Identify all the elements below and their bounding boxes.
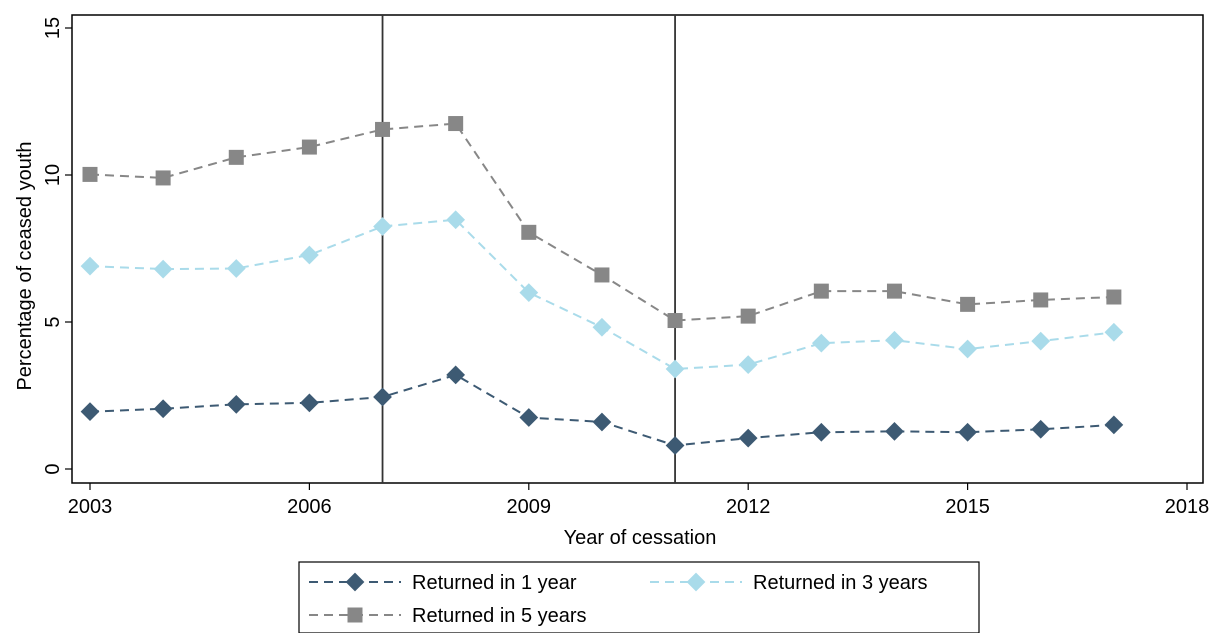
data-point: [885, 330, 904, 350]
x-tick-label: 2003: [68, 496, 113, 518]
data-point: [1104, 322, 1124, 342]
data-point: [300, 245, 319, 265]
data-point: [446, 210, 466, 230]
data-point: [811, 422, 831, 442]
legend-item: Returned in 5 years: [309, 605, 587, 627]
legend-box: [298, 561, 980, 633]
data-point: [226, 394, 246, 414]
legend-item: Returned in 3 years: [650, 572, 928, 594]
y-axis-title: Percentage of ceased youth: [14, 141, 36, 390]
data-point: [665, 436, 685, 455]
plot-frame: [71, 14, 1204, 484]
data-point: [521, 224, 537, 240]
series-2: [80, 210, 1124, 379]
series-1: [80, 365, 1124, 455]
data-point: [740, 308, 756, 324]
data-point: [1106, 289, 1122, 305]
y-axis: 0 5 10 15: [42, 17, 72, 475]
data-point: [300, 393, 319, 413]
legend: Returned in 1 year Returned in 3 years Ret…: [298, 561, 980, 633]
legend-marker: [686, 572, 706, 592]
data-point: [738, 428, 758, 448]
legend-marker: [347, 607, 363, 623]
data-point: [738, 355, 758, 375]
plot-area: [71, 14, 1204, 484]
y-tick-label: 15: [42, 17, 64, 39]
series-layer: [80, 116, 1124, 455]
series-3: [82, 116, 1122, 329]
x-tick-label: 2012: [726, 496, 771, 518]
data-point: [885, 421, 904, 441]
legend-label: Returned in 1 year: [412, 572, 577, 594]
data-point: [592, 412, 612, 432]
data-point: [594, 267, 610, 283]
data-point: [1031, 331, 1051, 351]
x-tick-label: 2018: [1165, 496, 1210, 518]
legend-label: Returned in 5 years: [412, 605, 587, 627]
data-point: [153, 399, 173, 419]
data-point: [1031, 419, 1051, 439]
legend-item: Returned in 1 year: [309, 572, 577, 594]
data-point: [960, 296, 976, 312]
data-point: [301, 139, 317, 155]
data-point: [958, 339, 977, 359]
data-point: [228, 149, 244, 165]
data-point: [958, 422, 977, 442]
data-point: [448, 116, 464, 132]
data-point: [592, 317, 612, 337]
y-tick-label: 10: [42, 164, 64, 186]
data-point: [80, 402, 100, 422]
data-point: [373, 387, 392, 407]
data-point: [813, 283, 829, 299]
data-point: [375, 121, 391, 137]
x-tick-label: 2009: [507, 496, 552, 518]
data-point: [1033, 292, 1049, 308]
data-point: [446, 365, 466, 385]
data-point: [519, 408, 539, 427]
data-point: [886, 283, 902, 299]
data-point: [226, 259, 246, 278]
data-point: [82, 166, 98, 182]
x-tick-label: 2015: [945, 496, 990, 518]
data-point: [153, 259, 173, 279]
data-point: [665, 359, 685, 379]
x-axis-title: Year of cessation: [564, 527, 717, 549]
y-tick-label: 0: [42, 463, 64, 474]
data-point: [667, 313, 683, 329]
data-point: [519, 283, 539, 302]
data-point: [373, 217, 392, 236]
y-tick-label: 5: [42, 316, 64, 327]
x-tick-label: 2006: [287, 496, 332, 518]
x-axis: 2003 2006 2009 2012 2015 2018: [68, 483, 1210, 518]
data-point: [1104, 415, 1124, 435]
legend-label: Returned in 3 years: [753, 572, 928, 594]
data-point: [155, 170, 171, 186]
data-point: [811, 333, 831, 353]
data-point: [80, 256, 100, 276]
legend-marker: [345, 572, 365, 592]
